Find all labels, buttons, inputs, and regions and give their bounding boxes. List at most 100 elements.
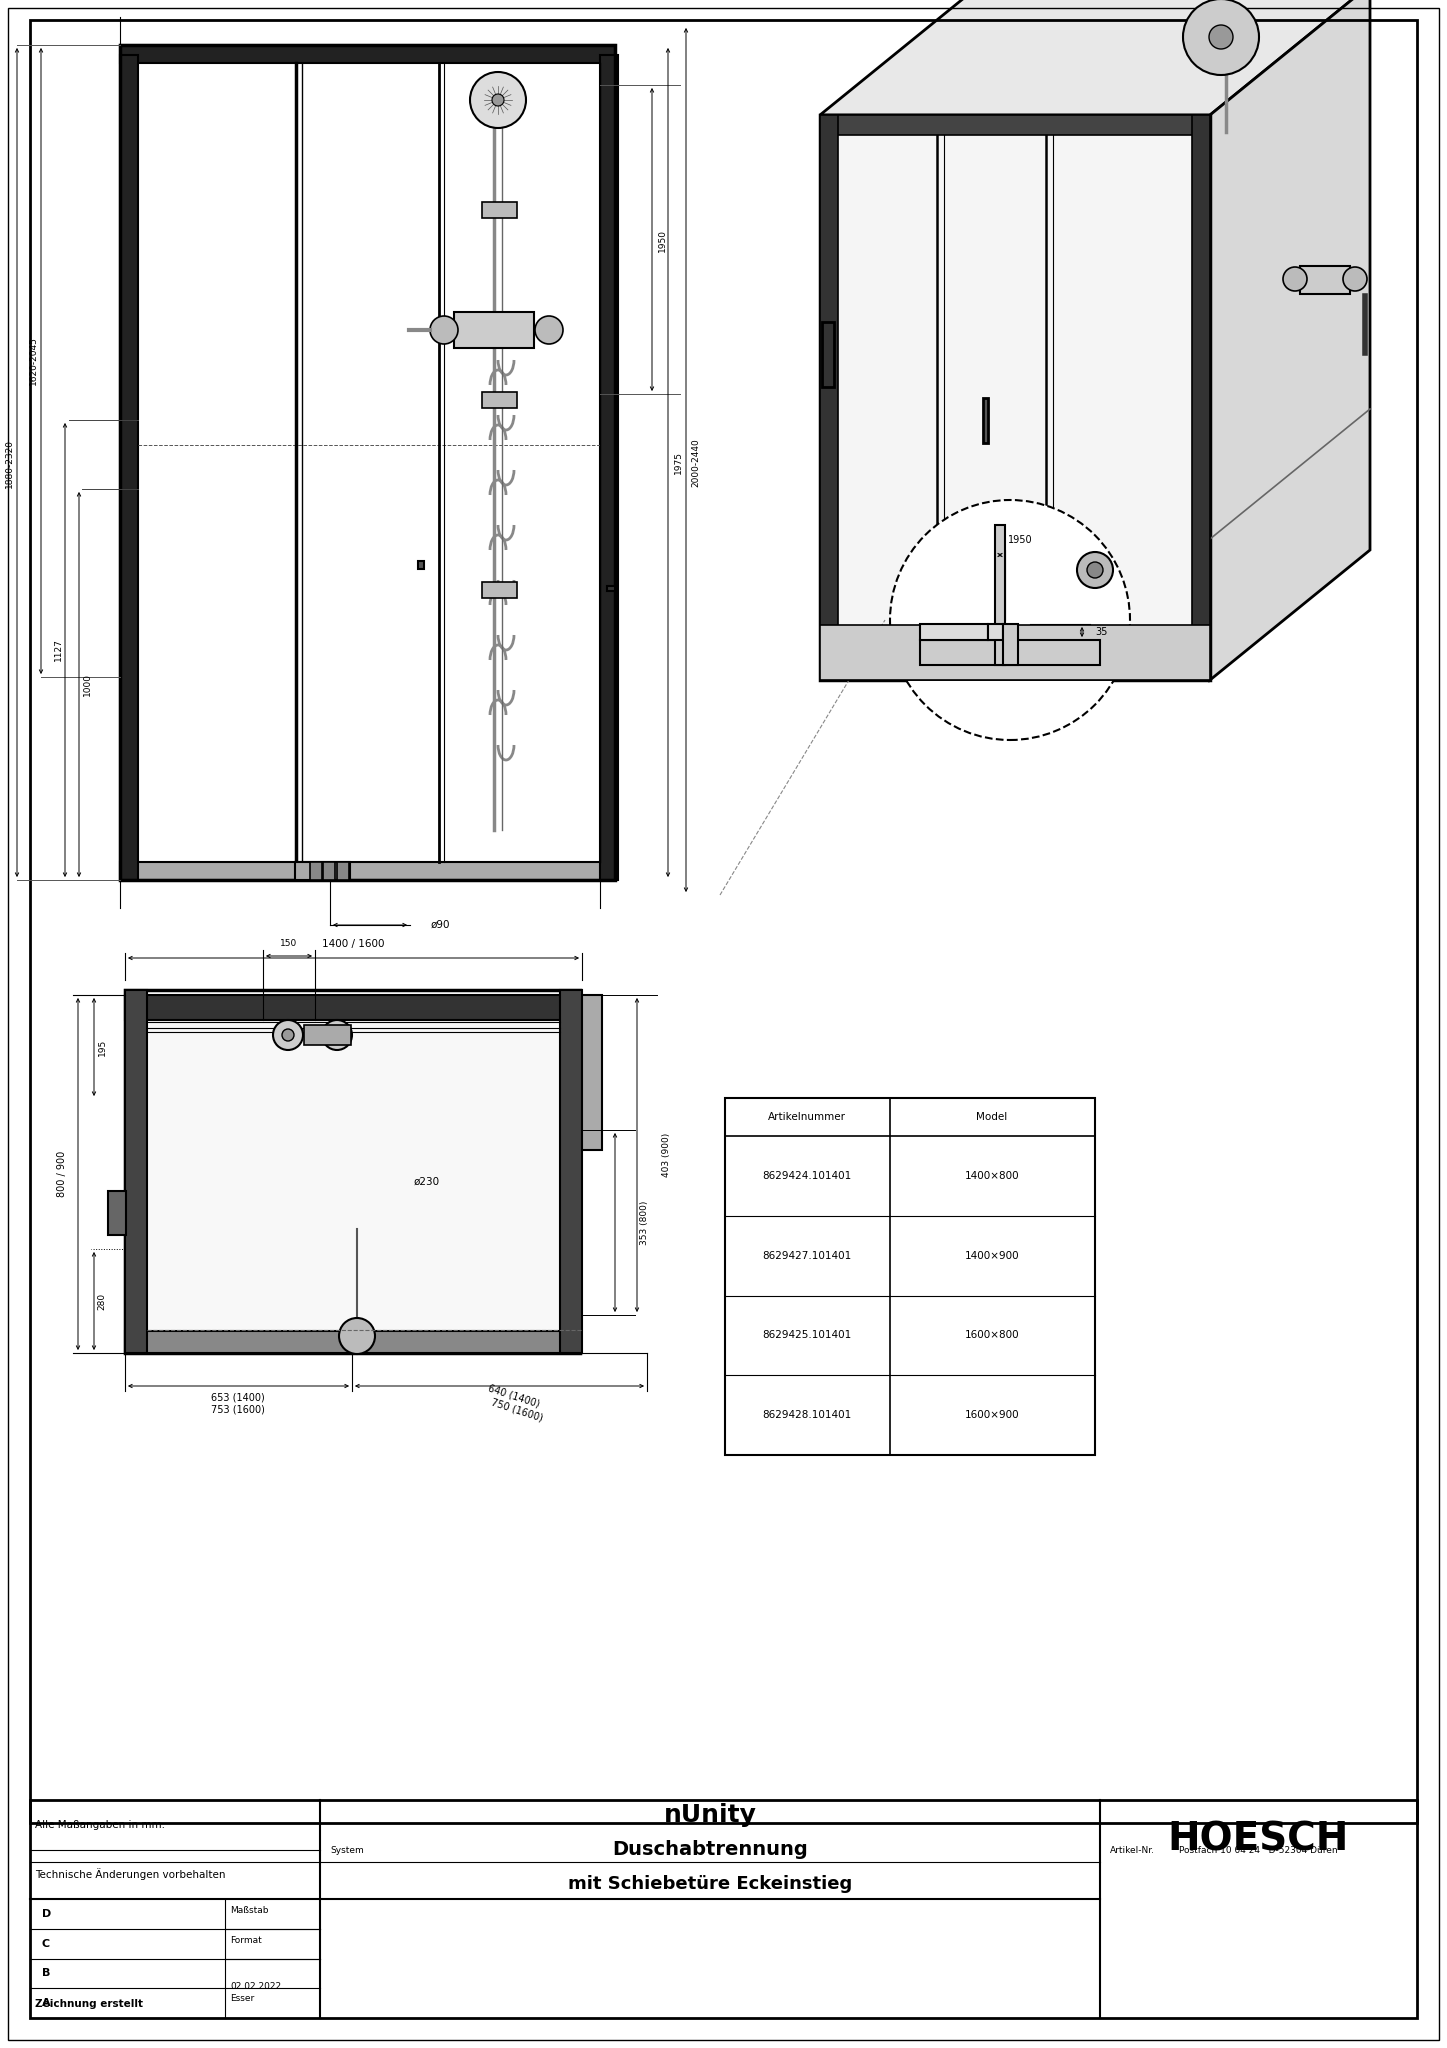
Text: 8629428.101401: 8629428.101401 — [763, 1411, 852, 1419]
Text: 1880-2320: 1880-2320 — [4, 438, 13, 487]
Bar — [30, 1800, 1417, 2017]
Polygon shape — [820, 0, 1370, 115]
Circle shape — [492, 94, 504, 106]
Text: 800 / 900: 800 / 900 — [56, 1151, 67, 1198]
Circle shape — [1343, 266, 1367, 291]
Text: 8629425.101401: 8629425.101401 — [763, 1331, 852, 1339]
Bar — [820, 115, 1210, 135]
Text: 1400×800: 1400×800 — [965, 1171, 1019, 1182]
Circle shape — [1210, 25, 1233, 49]
Text: 640 (1400): 640 (1400) — [488, 1382, 541, 1409]
Circle shape — [331, 1028, 343, 1040]
Bar — [140, 999, 570, 1339]
Text: 1600×900: 1600×900 — [965, 1411, 1019, 1419]
Bar — [482, 582, 517, 598]
Bar — [820, 625, 1210, 680]
Text: 750 (1600): 750 (1600) — [491, 1397, 544, 1423]
Ellipse shape — [313, 1135, 402, 1229]
Bar — [482, 203, 517, 217]
Bar — [323, 862, 336, 881]
Text: 403 (900): 403 (900) — [663, 1133, 671, 1178]
Text: Postfach 10 04 24   D-52304 Düren: Postfach 10 04 24 D-52304 Düren — [1179, 1845, 1337, 1855]
Text: Artikelnummer: Artikelnummer — [768, 1112, 846, 1122]
Text: Model: Model — [977, 1112, 1007, 1122]
Bar — [820, 115, 838, 680]
Text: Maßstab: Maßstab — [230, 1907, 269, 1915]
Bar — [482, 391, 517, 408]
Circle shape — [890, 500, 1130, 739]
Bar — [582, 995, 602, 1151]
Bar — [920, 639, 1100, 666]
Text: 353 (800): 353 (800) — [641, 1200, 650, 1245]
Text: 195: 195 — [97, 1038, 107, 1055]
Text: B: B — [42, 1968, 51, 1978]
Bar — [988, 625, 1003, 639]
Ellipse shape — [331, 1155, 382, 1208]
Bar — [124, 989, 580, 1354]
Bar — [124, 989, 148, 1354]
Circle shape — [339, 1319, 375, 1354]
Bar — [418, 561, 424, 569]
Bar — [109, 1190, 126, 1235]
Text: mit Schiebetüre Eckeinstieg: mit Schiebetüre Eckeinstieg — [567, 1876, 852, 1892]
Text: 35: 35 — [1095, 627, 1108, 637]
Bar — [120, 45, 615, 63]
Text: 653 (1400): 653 (1400) — [211, 1393, 265, 1403]
Circle shape — [282, 1028, 294, 1040]
Bar — [120, 862, 615, 881]
Text: Artikel-Nr.: Artikel-Nr. — [1110, 1845, 1155, 1855]
Circle shape — [430, 315, 459, 344]
Text: 150: 150 — [281, 940, 298, 948]
Bar — [920, 625, 988, 639]
Text: 280: 280 — [97, 1292, 107, 1309]
Bar — [983, 397, 988, 442]
Bar — [30, 20, 1417, 1823]
Text: 1950: 1950 — [1007, 535, 1032, 545]
Text: 1000: 1000 — [82, 674, 91, 696]
Bar — [295, 862, 350, 881]
Text: 1400 / 1600: 1400 / 1600 — [321, 938, 385, 948]
Text: 1600×800: 1600×800 — [965, 1331, 1019, 1339]
Bar — [601, 55, 618, 881]
Text: ø230: ø230 — [414, 1178, 440, 1188]
Text: Format: Format — [230, 1935, 262, 1946]
Bar — [1192, 115, 1210, 680]
Text: HOESCH: HOESCH — [1168, 1821, 1349, 1860]
Text: nUnity: nUnity — [664, 1802, 757, 1827]
Bar — [304, 1024, 352, 1044]
Text: 1950: 1950 — [657, 229, 667, 252]
Bar — [1003, 625, 1019, 666]
Circle shape — [323, 1020, 352, 1051]
Text: 753 (1600): 753 (1600) — [211, 1405, 265, 1415]
Text: Zeichnung erstellt: Zeichnung erstellt — [35, 1999, 143, 2009]
Bar — [310, 862, 323, 881]
Bar — [725, 1098, 1095, 1454]
Bar — [560, 989, 582, 1354]
Text: D: D — [42, 1909, 51, 1919]
Circle shape — [1184, 0, 1259, 76]
Text: 8629427.101401: 8629427.101401 — [763, 1251, 852, 1262]
Text: 1975: 1975 — [673, 451, 683, 475]
Bar — [822, 322, 833, 387]
Text: 2000-2440: 2000-2440 — [692, 438, 700, 487]
Circle shape — [1077, 553, 1113, 588]
Circle shape — [470, 72, 527, 127]
Bar — [120, 45, 615, 881]
Bar — [337, 862, 349, 881]
Text: 8629424.101401: 8629424.101401 — [763, 1171, 852, 1182]
Bar — [996, 524, 1006, 666]
Bar — [820, 115, 1210, 680]
Bar — [120, 55, 137, 881]
Bar — [820, 659, 1210, 680]
Text: Alle Maßangaben in mm.: Alle Maßangaben in mm. — [35, 1821, 165, 1829]
Circle shape — [273, 1020, 302, 1051]
Text: 02.02.2022: 02.02.2022 — [230, 1982, 281, 1991]
Bar — [124, 995, 580, 1020]
Text: A: A — [42, 1999, 51, 2009]
Text: ø90: ø90 — [430, 920, 450, 930]
Circle shape — [1283, 266, 1307, 291]
Text: 1400×900: 1400×900 — [965, 1251, 1019, 1262]
Text: System: System — [330, 1845, 363, 1855]
Bar — [606, 586, 615, 590]
Text: 1127: 1127 — [54, 639, 62, 662]
